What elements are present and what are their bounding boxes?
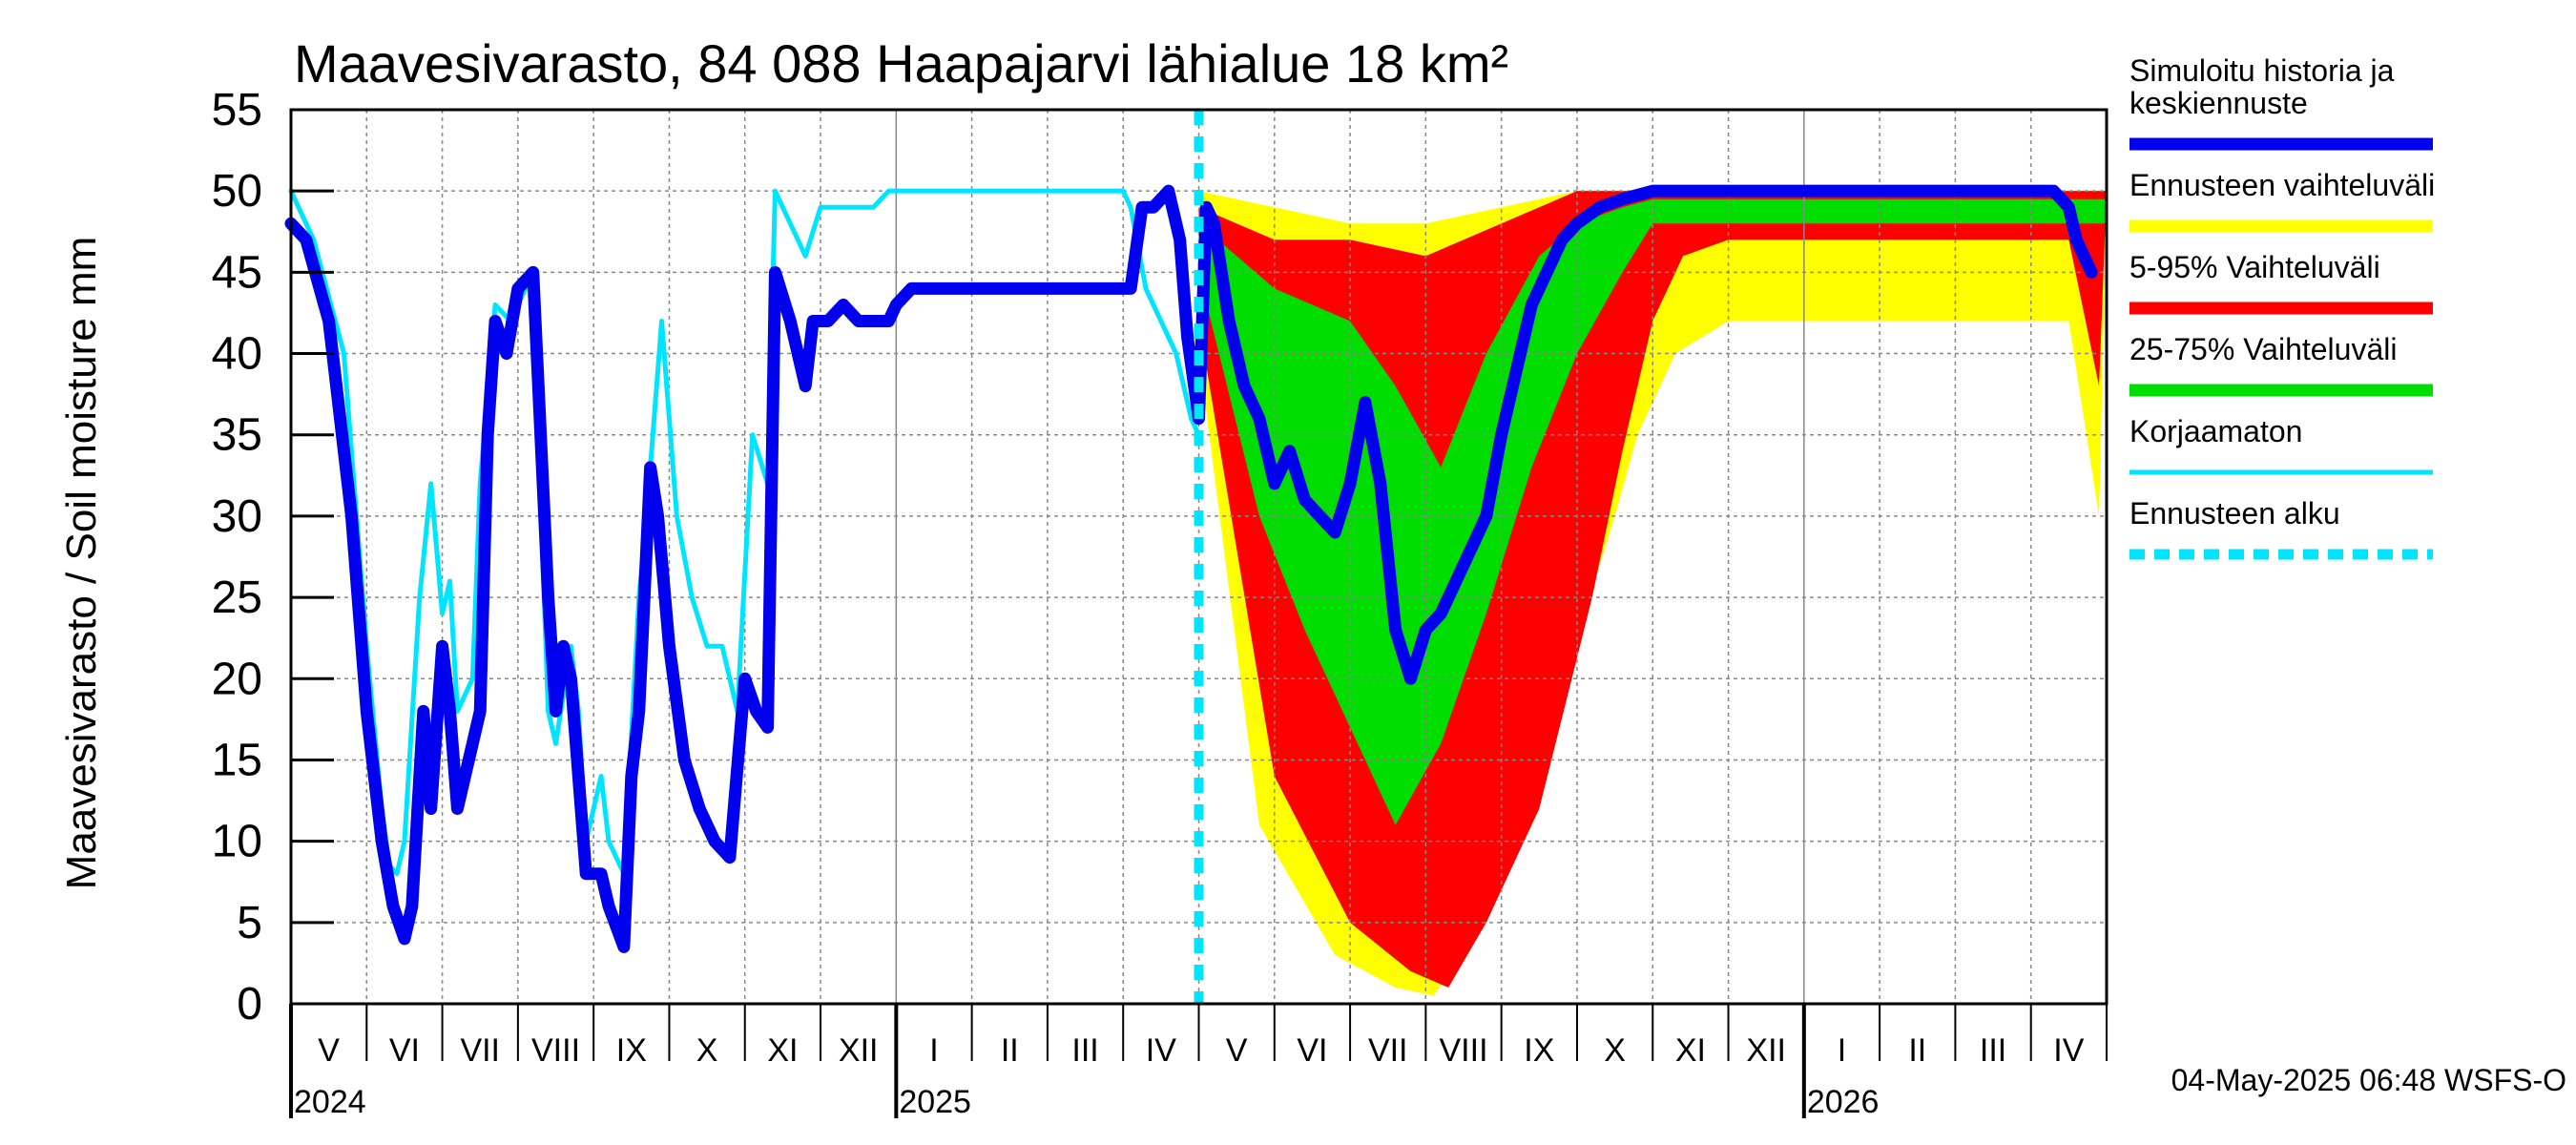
y-tick-label-15: 15 (212, 735, 262, 785)
y-axis: 0 5 10 15 20 25 30 35 40 45 50 55 (212, 85, 334, 1030)
month-label-11: IV (1146, 1032, 1176, 1069)
chart-title: Maavesivarasto, 84 088 Haapajarvi lähial… (294, 33, 1508, 94)
legend-label-5-0: Ennusteen alku (2129, 496, 2340, 531)
month-label-21: II (1908, 1032, 1926, 1069)
y-tick-label-50: 50 (212, 166, 262, 217)
y-tick-label-20: 20 (212, 654, 262, 704)
y-tick-label-10: 10 (212, 817, 262, 867)
month-label-17: X (1604, 1032, 1626, 1069)
month-label-6: XI (767, 1032, 798, 1069)
month-label-2: VII (460, 1032, 500, 1069)
legend-label-0-0: Simuloitu historia ja (2129, 53, 2395, 88)
month-label-3: VIII (531, 1032, 580, 1069)
y-tick-label-35: 35 (212, 410, 262, 461)
series-lines (284, 110, 2098, 1004)
month-label-20: I (1838, 1032, 1846, 1069)
y-tick-label-55: 55 (212, 85, 262, 135)
month-label-8: I (929, 1032, 938, 1069)
month-label-13: VI (1297, 1032, 1327, 1069)
month-label-1: VI (389, 1032, 420, 1069)
year-label-2025: 2025 (899, 1084, 971, 1120)
month-label-14: VII (1368, 1032, 1408, 1069)
year-label-2026: 2026 (1807, 1084, 1880, 1120)
legend-label-0-1: keskiennuste (2129, 86, 2308, 120)
month-label-15: VIII (1440, 1032, 1488, 1069)
month-label-7: XII (839, 1032, 879, 1069)
year-label-2024: 2024 (294, 1084, 366, 1120)
y-tick-label-45: 45 (212, 247, 262, 298)
y-tick-label-40: 40 (212, 329, 262, 380)
y-tick-label-30: 30 (212, 491, 262, 542)
month-label-22: III (1980, 1032, 2006, 1069)
month-label-5: X (696, 1032, 718, 1069)
band-5-95-vaihteluv-li (1198, 191, 2107, 988)
legend-label-4-0: Korjaamaton (2129, 414, 2302, 448)
legend-label-1-0: Ennusteen vaihteluväli (2129, 168, 2435, 202)
legend-label-2-0: 5-95% Vaihteluväli (2129, 250, 2380, 284)
month-label-19: XII (1746, 1032, 1786, 1069)
legend-label-3-0: 25-75% Vaihteluväli (2129, 332, 2397, 366)
month-label-10: III (1071, 1032, 1098, 1069)
month-label-18: XI (1675, 1032, 1706, 1069)
month-label-12: V (1226, 1032, 1248, 1069)
y-tick-label-0: 0 (237, 979, 262, 1030)
y-tick-label-5: 5 (237, 898, 262, 948)
y-tick-label-25: 25 (212, 572, 262, 623)
simulated-median-line (284, 184, 2098, 953)
month-label-0: V (318, 1032, 340, 1069)
month-label-23: IV (2053, 1032, 2084, 1069)
month-label-16: IX (1524, 1032, 1554, 1069)
month-label-9: II (1001, 1032, 1019, 1069)
y-axis-label: Maavesivarasto / Soil moisture mm (58, 237, 105, 890)
footer-timestamp: 04-May-2025 06:48 WSFS-O (2171, 1063, 2566, 1097)
x-axis: V VI VII VIII IX X XI XII I II III IV V VI VII VIII IX X X… (289, 1004, 2108, 1120)
month-label-4: IX (616, 1032, 647, 1069)
